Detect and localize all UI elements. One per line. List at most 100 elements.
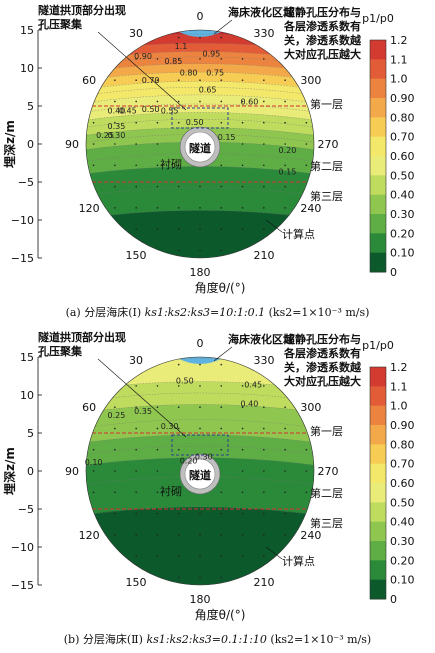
calc-point <box>284 491 286 494</box>
calc-point <box>156 385 159 387</box>
contour-line-1.1 <box>86 43 314 52</box>
calc-point <box>220 385 223 387</box>
calc-point <box>220 363 223 366</box>
contour-line-0.1 <box>86 210 314 219</box>
contour-line-0.6 <box>86 94 314 104</box>
contour-label: 0.50 <box>142 105 160 114</box>
y-tick-label: 10 <box>20 62 34 75</box>
note-line-1: 超静孔压分布与 <box>283 332 361 346</box>
cluster-box <box>171 107 229 129</box>
contour-label: 0.35 <box>134 407 152 416</box>
contour-line-0.15 <box>86 187 314 196</box>
calc-point <box>199 363 201 366</box>
colorbar-title: p1/p0 <box>362 339 394 352</box>
angle-label: 330 <box>254 354 275 367</box>
layer-3-label: 第三层 <box>310 516 343 530</box>
colorbar-tick-label: 0.90 <box>390 92 415 105</box>
calc-point <box>156 491 159 494</box>
calc-point <box>135 470 137 472</box>
calc-point <box>177 406 180 408</box>
angle-label: 60 <box>82 401 96 414</box>
calc-point <box>220 448 223 451</box>
calc-point <box>263 143 265 145</box>
calc-point <box>177 79 180 81</box>
colorbar-tick-label: 1.0 <box>390 400 408 413</box>
domain-outline <box>85 356 315 586</box>
calc-point <box>263 406 265 408</box>
colorbar-tick-label: 0 <box>390 266 397 279</box>
chart-panel-a: 1.1 0.95 0.90 0.85 0.80 0.75 0.70 0.65 0.60 0.55 0… <box>0 0 435 326</box>
calc-point <box>114 185 116 188</box>
colorbar-swatch <box>370 156 386 176</box>
caption-b-prefix: (b) 分层海床(Ⅱ) <box>63 633 143 646</box>
calc-point <box>156 448 159 451</box>
calc-point <box>114 121 116 124</box>
calc-point <box>135 385 137 387</box>
colorbar-swatch <box>370 502 386 523</box>
contour-line-0.45 <box>86 119 314 128</box>
calc-point <box>92 470 95 472</box>
angle-label: 240 <box>300 529 321 542</box>
calc-point <box>263 164 265 167</box>
calc-point <box>220 491 223 494</box>
calc-point <box>177 363 180 366</box>
calc-point <box>114 143 116 145</box>
contour-line-0.45 <box>86 392 314 402</box>
colorbar-swatch <box>370 194 386 215</box>
note-line-2: 各层渗透系数有 <box>283 346 361 360</box>
contour-line-0.5 <box>86 381 314 390</box>
calc-point <box>220 185 223 188</box>
colorbar-swatch <box>370 175 386 196</box>
contour-label: 0.30 <box>107 131 125 140</box>
colorbar-tick-label: 1.1 <box>390 380 408 393</box>
angle-label: 300 <box>300 401 321 414</box>
contour-label: 0.15 <box>218 133 236 142</box>
calc-point <box>135 100 137 103</box>
contour-label: 0.45 <box>244 380 262 389</box>
calc-point <box>220 555 223 557</box>
y-tick-label: −15 <box>11 252 34 265</box>
angle-label: 330 <box>254 27 275 40</box>
colorbar-swatch <box>370 98 386 118</box>
contour-label: 0.85 <box>164 57 182 66</box>
note-line-4: 大对应孔压越大 <box>284 47 361 61</box>
calc-point <box>199 58 201 60</box>
calc-point <box>156 427 159 430</box>
calc-point <box>284 143 286 145</box>
y-tick-label: 5 <box>27 427 34 440</box>
note-line-2: 各层渗透系数有 <box>283 19 361 33</box>
colorbar-tick-label: 0.70 <box>390 131 415 144</box>
colorbar-tick-label: 0 <box>390 593 397 606</box>
colorbar-swatch <box>370 386 386 407</box>
calc-point <box>284 427 286 430</box>
calc-point <box>156 207 159 209</box>
calc-point <box>263 427 265 430</box>
contour-label: 0.95 <box>202 50 220 59</box>
calc-point <box>284 185 286 188</box>
calc-point <box>284 164 286 167</box>
y-tick-label: 5 <box>27 100 34 113</box>
note-line-1: 超静孔压分布与 <box>283 5 361 19</box>
contour-fill-group <box>86 357 314 585</box>
calc-point <box>135 185 137 188</box>
contour-line-0.5 <box>86 112 314 121</box>
colorbar-frame <box>369 39 387 273</box>
calc-point <box>220 427 223 430</box>
calc-point <box>156 470 159 472</box>
calc-point <box>114 427 116 430</box>
calc-point <box>305 448 308 451</box>
calc-point <box>305 491 308 494</box>
note-line-3: 关，渗透系数越 <box>284 33 362 47</box>
y-axis-label: 埋深z/m <box>2 120 17 168</box>
calc-point <box>263 79 265 81</box>
calc-point-pointer <box>265 219 283 233</box>
calc-point <box>156 143 159 145</box>
calc-point <box>92 164 95 167</box>
calc-point <box>114 470 116 472</box>
angle-label: 120 <box>79 529 100 542</box>
calc-point <box>241 448 244 451</box>
colorbar-tick-label: 0.60 <box>390 477 415 490</box>
y-tick-label: 15 <box>20 24 34 37</box>
y-tick-label: −5 <box>18 503 34 516</box>
calc-point <box>241 79 244 81</box>
